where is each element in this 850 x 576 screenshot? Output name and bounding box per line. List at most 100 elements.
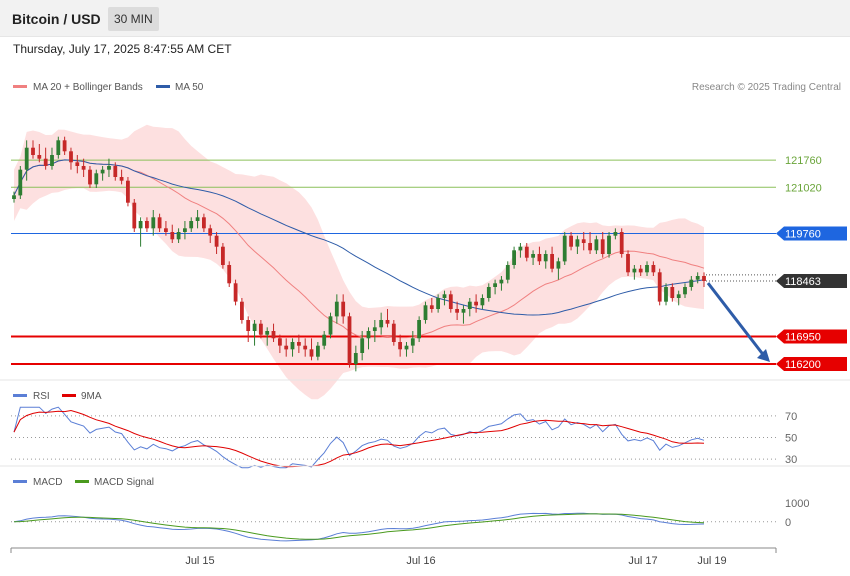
candle-body bbox=[626, 254, 630, 273]
candle-body bbox=[278, 338, 282, 346]
support-price-tag bbox=[776, 329, 847, 344]
forecast-arrow-shaft bbox=[706, 282, 767, 358]
candle-body bbox=[429, 305, 434, 309]
candle-body bbox=[455, 309, 459, 313]
candle-body bbox=[360, 338, 365, 353]
candle-body bbox=[448, 294, 453, 309]
candle-body bbox=[284, 345, 289, 350]
macd-legend-swatch bbox=[13, 480, 27, 483]
candle-body bbox=[619, 232, 624, 254]
candle-body bbox=[480, 298, 485, 306]
macd-panel: 1000 0 bbox=[11, 498, 809, 542]
candle-body bbox=[550, 254, 554, 269]
time-axis: Jul 15 Jul 16 Jul 17 Jul 19 bbox=[0, 379, 850, 567]
candle-body bbox=[486, 287, 491, 298]
ma20-legend-label: MA 20 + Bollinger Bands bbox=[33, 82, 143, 93]
candle-body bbox=[18, 169, 23, 196]
candle-body bbox=[607, 235, 611, 254]
candle-body bbox=[695, 276, 700, 280]
x-tick-label: Jul 16 bbox=[406, 555, 435, 567]
macd-line bbox=[13, 512, 705, 542]
candle-body bbox=[638, 268, 643, 273]
candle-body bbox=[543, 254, 548, 262]
copyright-credit: Research © 2025 Trading Central bbox=[692, 82, 841, 93]
candle-body bbox=[645, 265, 649, 273]
candle-body bbox=[107, 166, 111, 170]
candle-body bbox=[664, 287, 668, 302]
bollinger-band-area bbox=[14, 124, 704, 400]
x-tick-label: Jul 19 bbox=[697, 555, 726, 567]
candle-body bbox=[505, 265, 510, 280]
support-price-tag bbox=[776, 357, 847, 371]
candle-body bbox=[322, 334, 327, 346]
candle-body bbox=[334, 301, 339, 317]
candle-body bbox=[151, 217, 156, 229]
rsi-panel: 70 50 30 bbox=[11, 406, 797, 469]
candle-body bbox=[537, 254, 542, 262]
candle-body bbox=[132, 202, 137, 229]
moving-average-lines bbox=[13, 159, 705, 339]
candle-body bbox=[119, 177, 124, 181]
x-tick-label: Jul 17 bbox=[628, 555, 657, 567]
candle-body bbox=[702, 276, 706, 281]
candle-body bbox=[214, 235, 219, 247]
candle-body bbox=[170, 232, 175, 240]
candle-body bbox=[202, 217, 206, 229]
price-level-label: 118463 bbox=[785, 276, 821, 288]
chart-timestamp: Thursday, July 17, 2025 8:47:55 AM CET bbox=[13, 42, 232, 56]
candle-body bbox=[176, 232, 181, 240]
candle-body bbox=[252, 323, 257, 331]
candle-body bbox=[657, 272, 662, 302]
candle-body bbox=[81, 166, 86, 170]
rsi-legend-label: RSI bbox=[33, 391, 50, 402]
macd-level-label: 0 bbox=[785, 517, 791, 529]
candle-body bbox=[372, 327, 377, 331]
ma50-line bbox=[13, 159, 705, 316]
candle-body bbox=[689, 279, 694, 287]
candle-body bbox=[56, 140, 61, 155]
candle-body bbox=[157, 217, 162, 229]
rsi-ma-legend-label: 9MA bbox=[81, 391, 102, 402]
candle-body bbox=[683, 287, 687, 295]
ma50-legend-swatch bbox=[156, 85, 170, 88]
last-price-tag bbox=[776, 274, 847, 289]
candle-body bbox=[366, 331, 371, 339]
candle-body bbox=[316, 345, 320, 357]
price-level-label: 121760 bbox=[785, 155, 822, 167]
candle-body bbox=[164, 228, 168, 232]
candle-body bbox=[531, 254, 535, 258]
candle-body bbox=[613, 232, 618, 236]
macd-signal-legend-swatch bbox=[75, 480, 89, 483]
interval-badge[interactable]: 30 MIN bbox=[108, 7, 159, 31]
candle-body bbox=[50, 155, 54, 166]
pivot-price-tag bbox=[776, 226, 847, 241]
candle-body bbox=[499, 279, 504, 284]
candle-body bbox=[651, 265, 656, 273]
candle-body bbox=[569, 235, 573, 247]
forecast-arrow bbox=[706, 282, 770, 362]
candle-body bbox=[524, 246, 529, 258]
rsi-ma-legend-swatch bbox=[62, 394, 76, 397]
price-level-labels: 121760 121020 119760 118463 116950 116200 bbox=[776, 155, 847, 371]
candle-body bbox=[290, 342, 295, 350]
candle-body bbox=[43, 158, 48, 166]
rsi-level-label: 30 bbox=[785, 454, 797, 466]
price-level-label: 119760 bbox=[785, 228, 821, 240]
candle-body bbox=[436, 298, 440, 309]
candle-body bbox=[240, 301, 244, 320]
candle-body bbox=[461, 309, 466, 313]
candle-body bbox=[442, 294, 447, 298]
candle-body bbox=[556, 261, 561, 269]
candle-body bbox=[518, 246, 523, 251]
candle-body bbox=[208, 228, 213, 236]
candle-body bbox=[12, 195, 16, 199]
candle-body bbox=[328, 316, 333, 335]
candle-body bbox=[562, 235, 567, 262]
candle-body bbox=[195, 217, 200, 221]
candle-body bbox=[474, 301, 478, 306]
candle-body bbox=[467, 301, 472, 309]
forecast-arrow-head bbox=[757, 349, 770, 362]
candle-body bbox=[410, 338, 415, 346]
candle-body bbox=[183, 228, 187, 232]
